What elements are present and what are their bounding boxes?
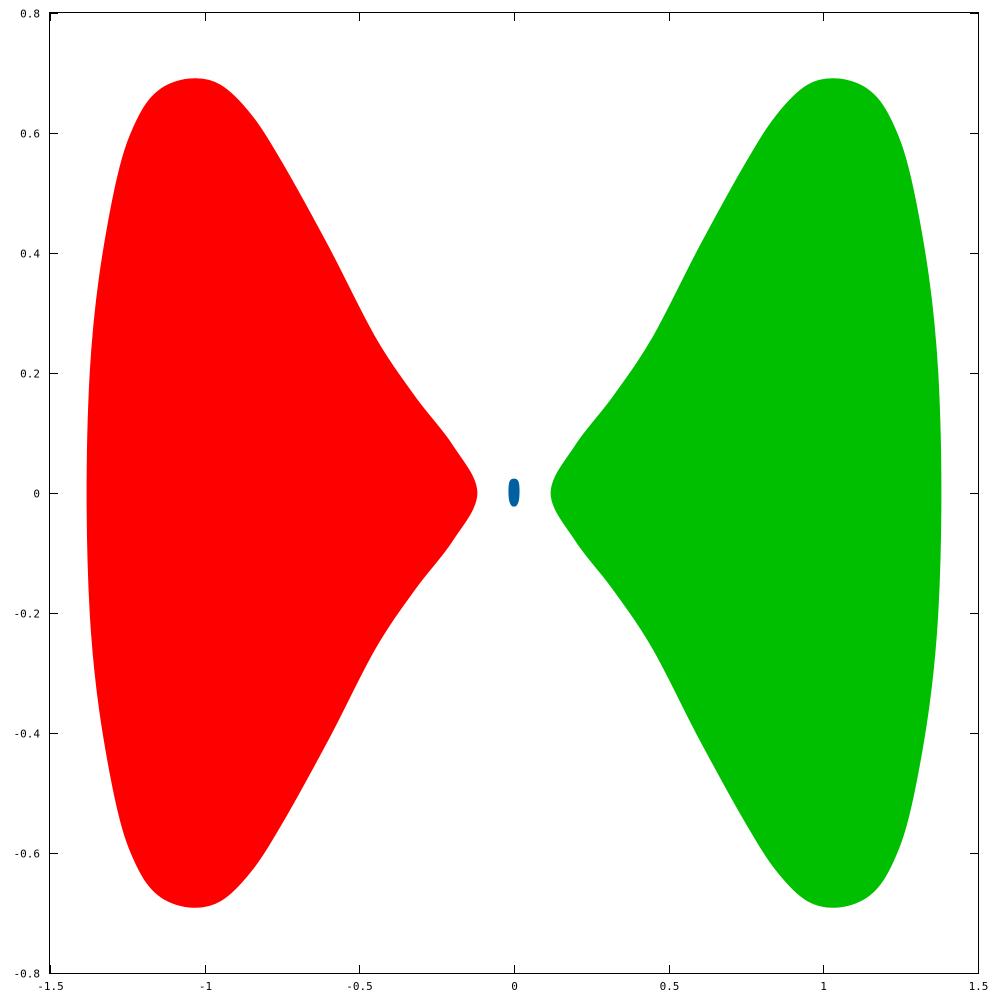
x-tick-label: 0 <box>511 980 518 993</box>
y-tick-label: 0.2 <box>20 368 40 381</box>
y-tick-label: -0.4 <box>14 728 41 741</box>
x-tick-label: -1 <box>199 980 212 993</box>
x-tick-label: 0.5 <box>660 980 680 993</box>
x-tick-label: -0.5 <box>346 980 373 993</box>
x-tick-label: 1.5 <box>969 980 989 993</box>
x-tick-label: 1 <box>820 980 827 993</box>
region-3 <box>509 479 519 506</box>
y-tick-label: 0.4 <box>20 248 40 261</box>
y-tick-label: -0.2 <box>14 608 41 621</box>
y-tick-label: 0 <box>33 488 40 501</box>
x-tick-label: -1.5 <box>37 980 64 993</box>
y-tick-label: 0.8 <box>20 8 40 21</box>
y-tick-label: 0.6 <box>20 128 40 141</box>
y-tick-label: -0.6 <box>14 848 41 861</box>
y-tick-label: -0.8 <box>14 968 41 981</box>
